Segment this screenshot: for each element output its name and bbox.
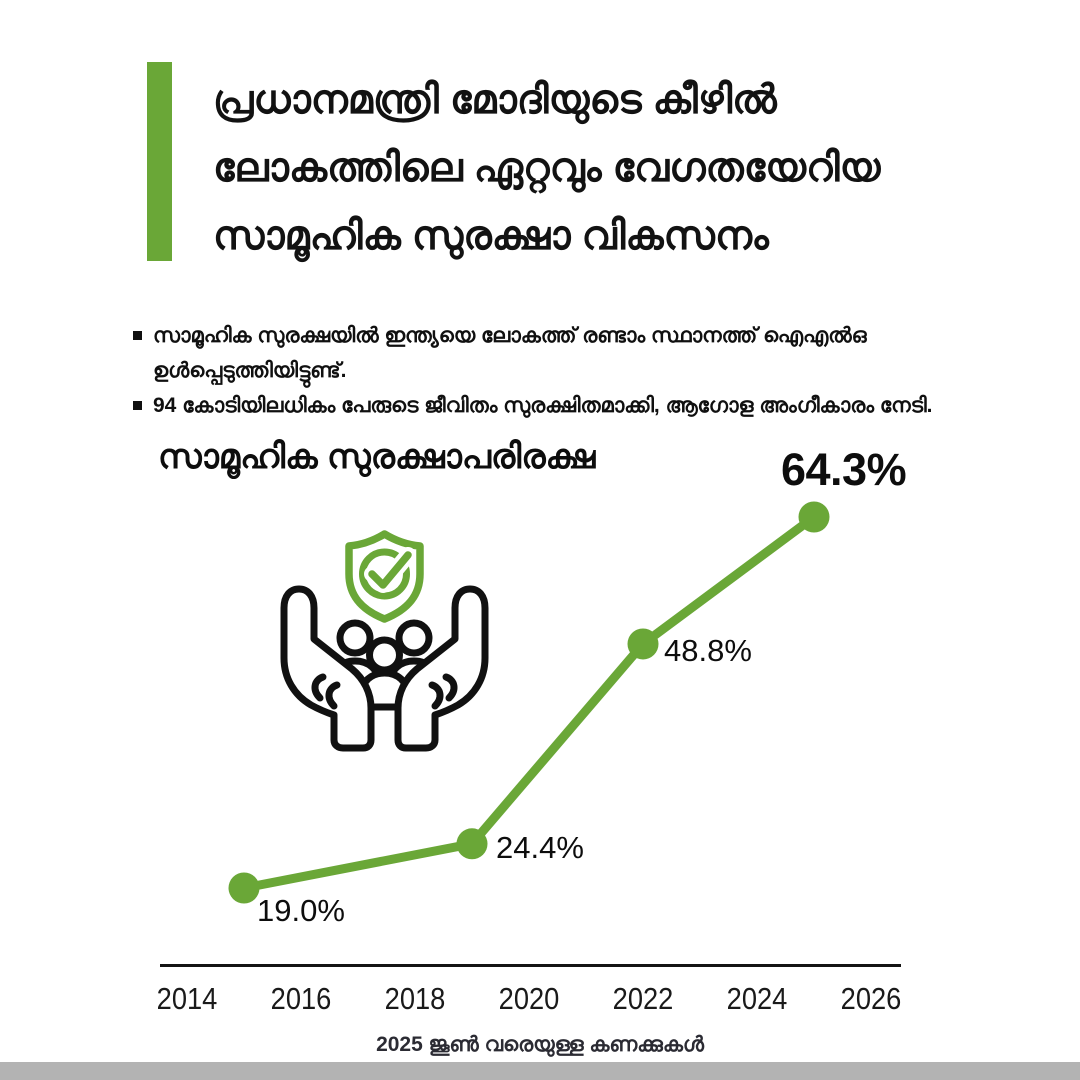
x-axis-tick: 2014 [156,981,218,1016]
shield-check-icon [345,530,424,623]
list-item: 94 കോടിയിലധികം പേരുടെ ജീവിതം സുരക്ഷിതമാക… [133,388,1033,423]
bullet-square-icon [133,401,142,410]
bullet-square-icon [133,331,142,340]
data-label-2022: 48.8% [664,633,752,668]
bullet-text: സാമൂഹിക സുരക്ഷയിൽ ഇന്ത്യയെ ലോകത്ത് രണ്ടാ… [153,324,867,382]
list-item: സാമൂഹിക സുരക്ഷയിൽ ഇന്ത്യയെ ലോകത്ത് രണ്ടാ… [133,318,1033,388]
x-axis-line [160,964,901,967]
x-axis-tick: 2022 [612,981,674,1016]
bullet-text: 94 കോടിയിലധികം പേരുടെ ജീവിതം സുരക്ഷിതമാക… [153,394,933,417]
data-point [456,828,488,860]
bullet-list: സാമൂഹിക സുരക്ഷയിൽ ഇന്ത്യയെ ലോകത്ത് രണ്ടാ… [133,318,1033,423]
x-axis-tick: 2026 [840,981,902,1016]
page-title: പ്രധാനമന്ത്രി മോദിയുടെ കീഴിൽ ലോകത്തിലെ ഏ… [213,66,933,270]
chart-title: സാമൂഹിക സുരക്ഷാപരിരക്ഷ [158,438,596,476]
x-axis-tick: 2018 [384,981,446,1016]
title-line-1: പ്രധാനമന്ത്രി മോദിയുടെ കീഴിൽ [213,78,777,122]
x-axis-tick: 2016 [270,981,332,1016]
bottom-gray-bar [0,1062,1080,1080]
x-axis-tick: 2020 [498,981,560,1016]
title-line-2: ലോകത്തിലെ ഏറ്റവും വേഗതയേറിയ [213,146,881,190]
data-point [228,872,260,904]
hands-holding-people-shield-icon [280,530,489,752]
x-axis-tick: 2024 [726,981,788,1016]
title-accent-bar [147,62,172,261]
title-line-3: സാമൂഹിക സുരക്ഷാ വികസനം [213,214,769,258]
data-point [627,628,659,660]
x-axis-ticks: 2014 2016 2018 2020 2022 2024 2026 [0,981,1080,1017]
footer-note: 2025 ജൂൺ വരെയുള്ള കണക്കുകൾ [376,1033,704,1056]
data-point [798,501,830,533]
data-label-2025: 64.3% [781,444,907,495]
data-label-2019: 24.4% [496,830,584,865]
data-label-2015: 19.0% [257,893,345,928]
